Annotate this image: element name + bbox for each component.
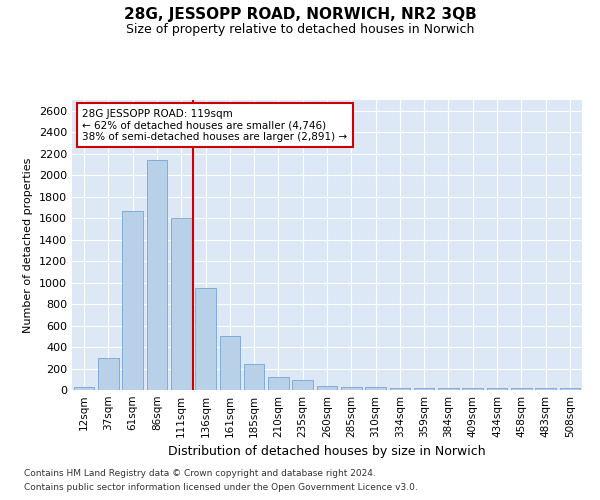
- Bar: [414, 388, 434, 390]
- Bar: [74, 388, 94, 390]
- Text: 28G JESSOPP ROAD: 119sqm
← 62% of detached houses are smaller (4,746)
38% of sem: 28G JESSOPP ROAD: 119sqm ← 62% of detach…: [82, 108, 347, 142]
- Bar: [292, 380, 313, 390]
- Text: Size of property relative to detached houses in Norwich: Size of property relative to detached ho…: [126, 22, 474, 36]
- Bar: [146, 160, 167, 390]
- Text: Contains public sector information licensed under the Open Government Licence v3: Contains public sector information licen…: [24, 484, 418, 492]
- Bar: [171, 218, 191, 390]
- Bar: [195, 288, 216, 390]
- Y-axis label: Number of detached properties: Number of detached properties: [23, 158, 34, 332]
- Bar: [220, 336, 240, 390]
- Bar: [560, 388, 580, 390]
- Bar: [463, 388, 483, 390]
- Bar: [487, 388, 508, 390]
- X-axis label: Distribution of detached houses by size in Norwich: Distribution of detached houses by size …: [168, 446, 486, 458]
- Bar: [98, 358, 119, 390]
- Bar: [122, 210, 143, 390]
- Bar: [511, 388, 532, 390]
- Text: Contains HM Land Registry data © Crown copyright and database right 2024.: Contains HM Land Registry data © Crown c…: [24, 468, 376, 477]
- Text: 28G, JESSOPP ROAD, NORWICH, NR2 3QB: 28G, JESSOPP ROAD, NORWICH, NR2 3QB: [124, 8, 476, 22]
- Bar: [341, 387, 362, 390]
- Bar: [268, 377, 289, 390]
- Bar: [244, 364, 265, 390]
- Bar: [317, 386, 337, 390]
- Bar: [438, 388, 459, 390]
- Bar: [365, 388, 386, 390]
- Bar: [389, 388, 410, 390]
- Bar: [535, 388, 556, 390]
